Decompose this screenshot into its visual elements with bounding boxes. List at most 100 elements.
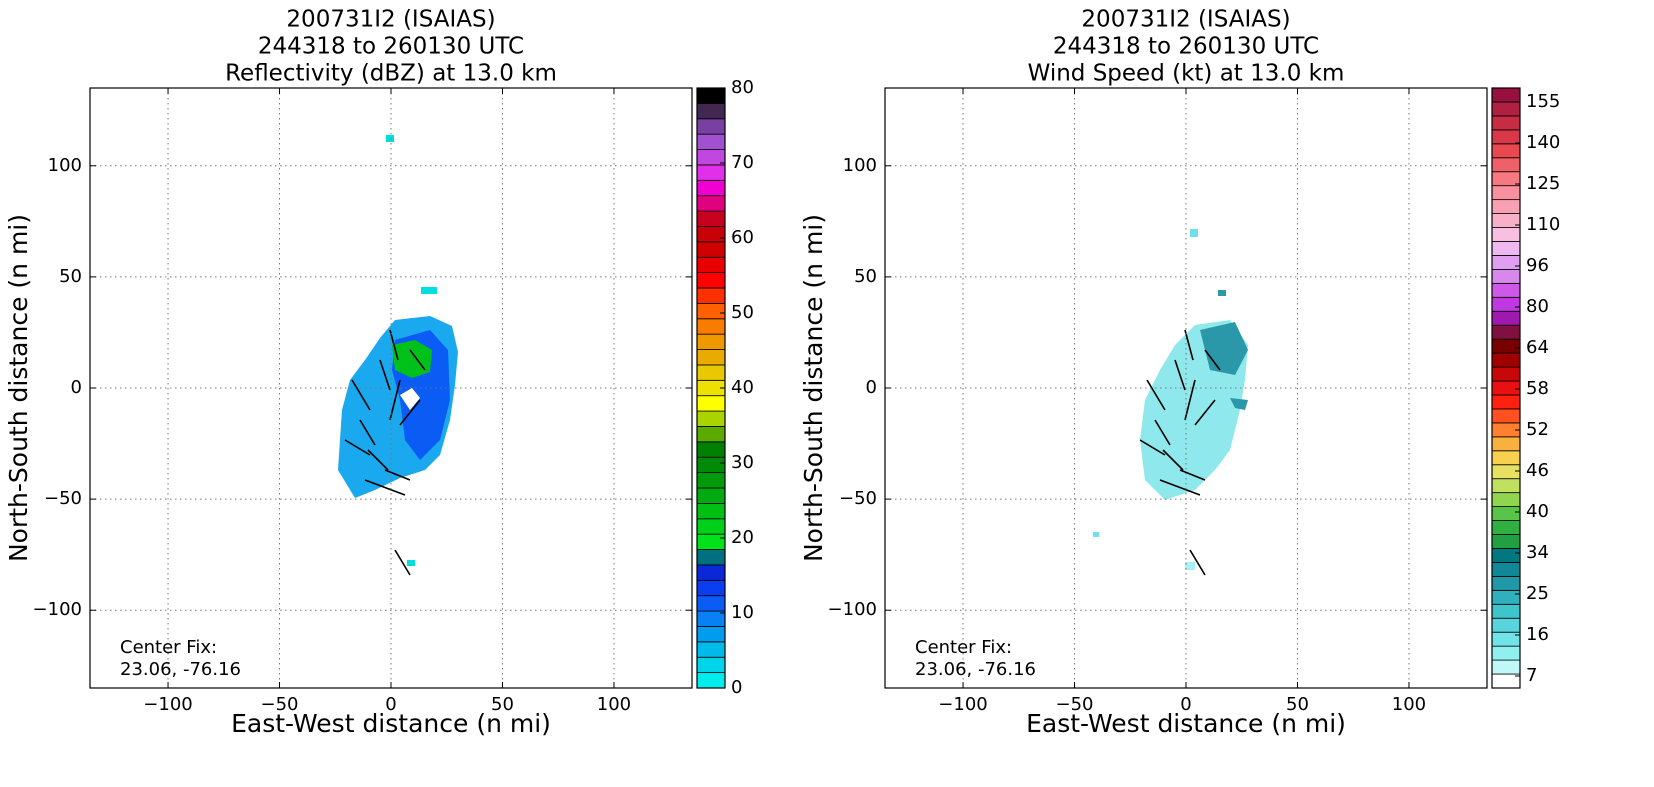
colorbar-tick-label: 30 — [731, 452, 754, 473]
y-tick-label: 100 — [48, 155, 82, 176]
colorbar-swatch — [696, 195, 726, 212]
colorbar-swatch — [696, 349, 726, 366]
colorbar-swatch — [696, 302, 726, 320]
y-tick-label: −100 — [828, 599, 877, 620]
y-tick-label: 50 — [854, 266, 877, 287]
colorbar-swatch — [1491, 506, 1521, 521]
colorbar-swatch — [1491, 548, 1521, 563]
colorbar-swatch — [1491, 143, 1521, 159]
colorbar-tick-label: 34 — [1526, 542, 1549, 563]
annotation: Center Fix: — [915, 637, 1012, 658]
x-tick-label: 50 — [491, 694, 514, 715]
colorbar-swatch — [1491, 645, 1521, 661]
colorbar-swatch — [1491, 185, 1521, 201]
x-tick-label: −100 — [143, 694, 192, 715]
x-tick-label: 100 — [1392, 694, 1426, 715]
colorbar-tick-label: 110 — [1526, 214, 1560, 235]
echo-field — [1093, 229, 1248, 570]
colorbar-swatch — [696, 626, 726, 643]
colorbar-swatch — [1491, 227, 1521, 242]
x-axis-label: East-West distance (n mi) — [1026, 709, 1346, 738]
colorbar-swatch — [696, 410, 726, 427]
colorbar-swatch — [696, 118, 726, 135]
colorbar-tick-label: 20 — [731, 527, 754, 548]
colorbar-swatch — [1491, 255, 1521, 270]
colorbar-swatch — [696, 287, 726, 304]
colorbar-swatch — [1491, 338, 1521, 354]
y-tick-label: −50 — [44, 488, 82, 509]
colorbar-swatch — [1491, 659, 1521, 675]
colorbar-swatch — [696, 87, 726, 104]
colorbar-swatch — [696, 672, 726, 689]
colorbar-swatch — [1491, 534, 1521, 549]
colorbar-frame — [1491, 87, 1521, 689]
y-tick-label: −50 — [839, 488, 877, 509]
colorbar-tick-label: 155 — [1526, 91, 1560, 112]
y-tick-label: −100 — [33, 599, 82, 620]
colorbar-tick-label: 64 — [1526, 337, 1549, 358]
colorbar-swatch — [696, 518, 726, 535]
wind-barbs — [344, 329, 426, 576]
colorbar-swatch — [1491, 408, 1521, 424]
colorbar-tick-label: 46 — [1526, 460, 1549, 481]
colorbar-swatch — [1491, 157, 1521, 173]
colorbar-tick-label: 96 — [1526, 255, 1549, 276]
annotation: 23.06, -76.16 — [120, 659, 241, 680]
y-axis-label: North-South distance (n mi) — [4, 214, 33, 562]
colorbar-swatch — [1491, 324, 1521, 340]
colorbar-swatch — [696, 595, 726, 612]
colorbar-swatch — [696, 641, 726, 658]
x-tick-label: 0 — [1180, 694, 1191, 715]
y-tick-label: 0 — [71, 377, 82, 398]
colorbar-swatch — [696, 533, 726, 550]
colorbar-swatch — [1491, 129, 1521, 145]
colorbar-swatch — [1491, 436, 1521, 452]
colorbar-swatch — [1491, 464, 1521, 480]
echo-field — [338, 135, 458, 566]
colorbar-swatch — [696, 426, 726, 443]
colorbar-tick-label: 40 — [731, 377, 754, 398]
colorbar-swatch — [696, 364, 726, 381]
colorbar-swatch — [696, 441, 726, 458]
colorbar-tick-label: 80 — [731, 77, 754, 98]
colorbar-swatch — [696, 164, 726, 181]
colorbar-swatch — [1491, 380, 1521, 396]
colorbar-swatch — [696, 210, 726, 227]
colorbar-swatch — [1491, 366, 1521, 382]
colorbar-swatch — [1491, 352, 1521, 368]
y-tick-label: 0 — [866, 377, 877, 398]
colorbar-swatch — [696, 226, 726, 243]
colorbar-swatch — [696, 241, 726, 258]
colorbar-swatch — [1491, 296, 1521, 312]
colorbar-tick-label: 7 — [1526, 665, 1537, 686]
colorbar-tick-label: 125 — [1526, 173, 1560, 194]
colorbar-tick-label: 80 — [1526, 296, 1549, 317]
colorbar-swatch — [696, 395, 726, 412]
y-axis-label: North-South distance (n mi) — [799, 214, 828, 562]
colorbar-swatch — [1491, 631, 1521, 647]
colorbar-swatch — [1491, 268, 1521, 284]
colorbar-swatch — [1491, 199, 1521, 214]
colorbar-swatch — [696, 133, 726, 150]
colorbar-swatch — [696, 256, 726, 274]
colorbar-swatch — [696, 549, 726, 566]
colorbar-swatch — [696, 102, 726, 120]
colorbar-swatch — [696, 272, 726, 289]
plot-frame — [884, 87, 1488, 689]
colorbar-swatch — [696, 502, 726, 520]
colorbar-swatch — [696, 579, 726, 597]
colorbar-tick-label: 40 — [1526, 501, 1549, 522]
colorbar-swatch — [696, 318, 726, 335]
colorbar-tick-label: 25 — [1526, 583, 1549, 604]
colorbar-tick-label: 60 — [731, 227, 754, 248]
wind-barbs — [1139, 329, 1221, 576]
colorbar-swatch — [1491, 589, 1521, 605]
chart-title: Reflectivity (dBZ) at 13.0 km — [225, 61, 557, 87]
colorbar-swatch — [1491, 394, 1521, 410]
colorbar-swatch — [696, 333, 726, 350]
colorbar-tick-label: 52 — [1526, 419, 1549, 440]
colorbar-swatch — [1491, 241, 1521, 256]
colorbar-swatch — [1491, 101, 1521, 117]
colorbar-swatch — [1491, 87, 1521, 103]
